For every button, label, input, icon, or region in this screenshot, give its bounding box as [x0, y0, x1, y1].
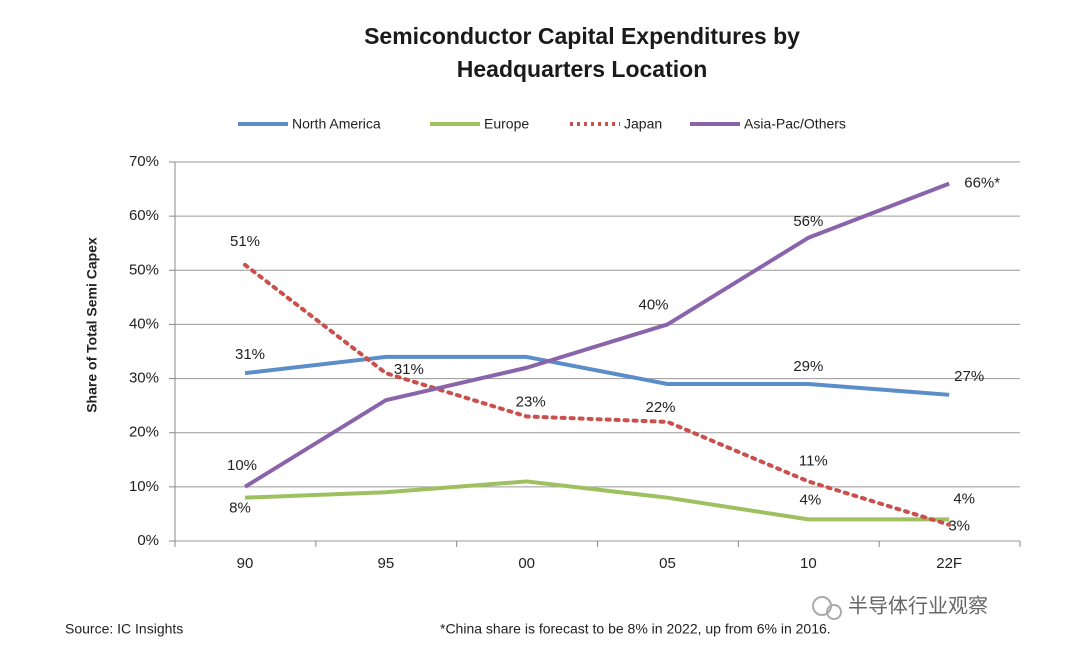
legend-label: Asia-Pac/Others [744, 116, 846, 132]
data-label: 3% [948, 518, 970, 535]
y-tick-label: 50% [129, 261, 159, 278]
legend-label: Europe [484, 116, 529, 132]
y-axis-label: Share of Total Semi Capex [84, 237, 100, 413]
series-line [243, 181, 950, 489]
source: Source: IC Insights [65, 621, 183, 637]
data-label: 66%* [964, 175, 1000, 192]
data-label: 22% [645, 399, 675, 416]
chart-title: Headquarters Location [457, 56, 708, 82]
series-line [243, 262, 952, 527]
y-tick-label: 0% [137, 532, 159, 549]
series-line [244, 354, 950, 397]
data-label: 11% [799, 452, 828, 469]
y-tick-label: 60% [129, 207, 159, 224]
data-label: 40% [638, 296, 668, 313]
legend-label: Japan [624, 116, 662, 132]
footnote: *China share is forecast to be 8% in 202… [440, 621, 831, 637]
data-label: 51% [230, 233, 260, 250]
data-label: 56% [793, 213, 823, 230]
y-tick-label: 30% [129, 370, 159, 387]
y-tick-label: 70% [129, 153, 159, 170]
data-label: 27% [954, 368, 984, 385]
y-tick-label: 20% [129, 424, 159, 441]
data-label: 8% [229, 500, 251, 517]
watermark: 半导体行业观察 [848, 594, 988, 617]
data-label: 31% [235, 346, 265, 363]
data-label: 4% [953, 490, 975, 507]
watermark-icon [812, 596, 842, 620]
data-label: 31% [394, 361, 424, 378]
data-label: 23% [516, 393, 546, 410]
data-label: 4% [799, 491, 821, 508]
legend-label: North America [292, 116, 381, 132]
x-tick-label: 00 [518, 555, 535, 572]
x-tick-label: 10 [800, 555, 817, 572]
x-tick-label: 90 [237, 555, 254, 572]
x-tick-label: 95 [377, 555, 394, 572]
x-tick-label: 22F [936, 555, 962, 572]
data-label: 10% [227, 457, 257, 474]
series-line [244, 479, 950, 522]
x-tick-label: 05 [659, 555, 676, 572]
y-tick-label: 40% [129, 315, 159, 332]
chart-title: Semiconductor Capital Expenditures by [364, 23, 800, 49]
y-tick-label: 10% [129, 478, 159, 495]
data-label: 29% [793, 358, 823, 375]
